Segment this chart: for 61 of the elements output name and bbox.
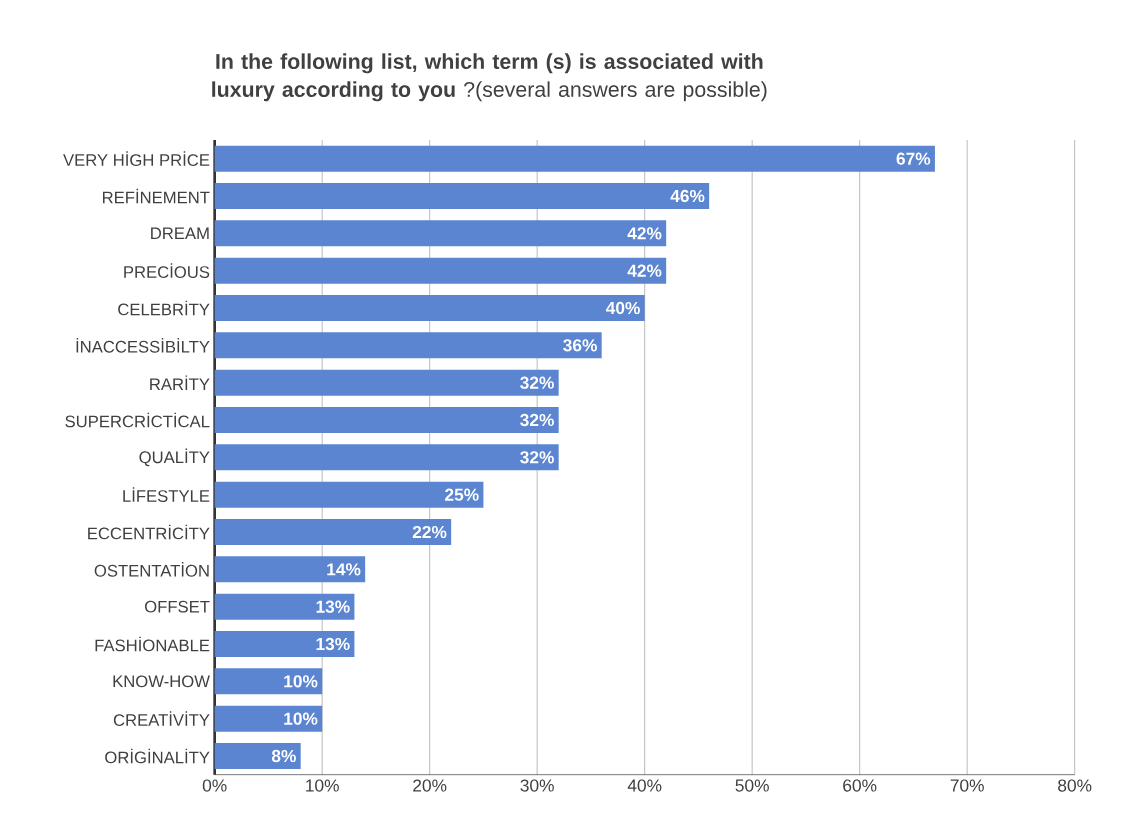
y-tick-label: CREATİVİTY (113, 711, 210, 726)
data-label: 67% (896, 152, 931, 165)
data-label: 8% (271, 749, 296, 763)
bar (214, 481, 484, 508)
y-tick-label: OFFSET (145, 600, 210, 613)
y-tick-label: DREAM (151, 227, 209, 240)
x-tick-label: 0% (202, 779, 227, 792)
y-tick-label: ORİGİNALİTY (105, 748, 210, 764)
y-tick-label: KNOW-HOW (113, 675, 210, 688)
x-tick-label: 10% (306, 779, 339, 792)
bar (214, 743, 301, 770)
bar (214, 145, 935, 172)
data-label: 10% (284, 712, 318, 725)
data-label: 40% (605, 301, 640, 315)
y-tick-label: ECCENTRİCİTY (88, 524, 210, 540)
data-label: 13% (316, 637, 350, 651)
x-tick-label: 70% (950, 779, 984, 792)
data-label: 25% (445, 488, 479, 501)
y-tick-label: VERY HİGH PRİCE (63, 151, 210, 166)
bar (214, 183, 710, 209)
data-label: 32% (520, 376, 554, 389)
bar (214, 444, 559, 471)
bar (214, 220, 667, 247)
data-label: 42% (627, 227, 662, 240)
bar (214, 295, 645, 322)
y-tick-label: CELEBRİTY (118, 300, 210, 316)
bar (214, 332, 602, 359)
bar (214, 257, 667, 284)
y-tick-label: SUPERCRİCTİCAL (65, 412, 210, 428)
x-tick-label: 30% (520, 779, 554, 792)
bar (214, 369, 559, 396)
chart-title: In the following list, which term (s) is associated with luxury according to you ?(several answers are possible) (212, 53, 767, 102)
y-tick-label: QUALİTY (139, 448, 210, 467)
bar (214, 631, 355, 658)
bar (214, 407, 559, 433)
y-tick-label: RARİTY (150, 375, 210, 390)
data-label: 14% (327, 563, 361, 576)
x-tick-label: 50% (735, 779, 769, 792)
y-tick-label: İNACCESSİBİLTY (76, 338, 210, 353)
y-tick-label: LİFESTYLE (123, 487, 210, 502)
y-tick-label: FASHİONABLE (95, 636, 210, 652)
bar (214, 668, 323, 695)
data-label: 32% (520, 451, 554, 464)
data-label: 22% (412, 525, 447, 539)
data-label: 32% (520, 413, 554, 427)
x-tick-label: 20% (413, 779, 447, 792)
x-tick-label: 60% (843, 779, 877, 792)
bar (214, 556, 366, 583)
x-tick-label: 40% (627, 779, 662, 792)
data-label: 13% (316, 600, 350, 613)
bar (214, 519, 452, 545)
data-label: 36% (563, 339, 597, 352)
y-tick-label: REFİNEMENT (102, 188, 210, 204)
data-label: 10% (284, 675, 318, 688)
bar (214, 593, 355, 620)
x-tick-label: 80% (1058, 779, 1092, 792)
y-tick-label: PRECİOUS (124, 263, 210, 278)
data-label: 46% (670, 189, 705, 203)
data-label: 42% (627, 264, 662, 277)
y-tick-label: OSTENTATİON (94, 562, 209, 577)
bar (214, 705, 323, 732)
